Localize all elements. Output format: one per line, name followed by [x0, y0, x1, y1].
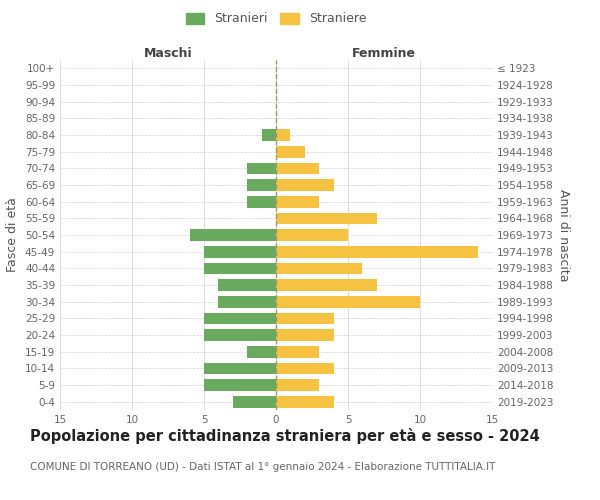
Bar: [276, 312, 334, 324]
Bar: [276, 212, 377, 224]
Text: Maschi: Maschi: [143, 47, 193, 60]
Bar: [262, 129, 276, 141]
Bar: [218, 296, 276, 308]
Bar: [276, 179, 334, 191]
Bar: [276, 162, 319, 174]
Bar: [276, 229, 348, 241]
Bar: [276, 262, 362, 274]
Bar: [204, 329, 276, 341]
Bar: [276, 146, 305, 158]
Bar: [204, 379, 276, 391]
Bar: [276, 296, 420, 308]
Bar: [276, 362, 334, 374]
Text: COMUNE DI TORREANO (UD) - Dati ISTAT al 1° gennaio 2024 - Elaborazione TUTTITALI: COMUNE DI TORREANO (UD) - Dati ISTAT al …: [30, 462, 496, 472]
Bar: [247, 162, 276, 174]
Bar: [276, 246, 478, 258]
Bar: [247, 196, 276, 207]
Bar: [276, 379, 319, 391]
Bar: [247, 179, 276, 191]
Legend: Stranieri, Straniere: Stranieri, Straniere: [182, 8, 370, 29]
Bar: [204, 246, 276, 258]
Bar: [204, 362, 276, 374]
Bar: [247, 346, 276, 358]
Text: Femmine: Femmine: [352, 47, 416, 60]
Bar: [276, 129, 290, 141]
Y-axis label: Fasce di età: Fasce di età: [7, 198, 19, 272]
Y-axis label: Anni di nascita: Anni di nascita: [557, 188, 570, 281]
Bar: [218, 279, 276, 291]
Bar: [204, 312, 276, 324]
Bar: [233, 396, 276, 407]
Bar: [204, 262, 276, 274]
Bar: [276, 279, 377, 291]
Text: Popolazione per cittadinanza straniera per età e sesso - 2024: Popolazione per cittadinanza straniera p…: [30, 428, 540, 444]
Bar: [276, 196, 319, 207]
Bar: [276, 329, 334, 341]
Bar: [276, 396, 334, 407]
Bar: [276, 346, 319, 358]
Bar: [190, 229, 276, 241]
